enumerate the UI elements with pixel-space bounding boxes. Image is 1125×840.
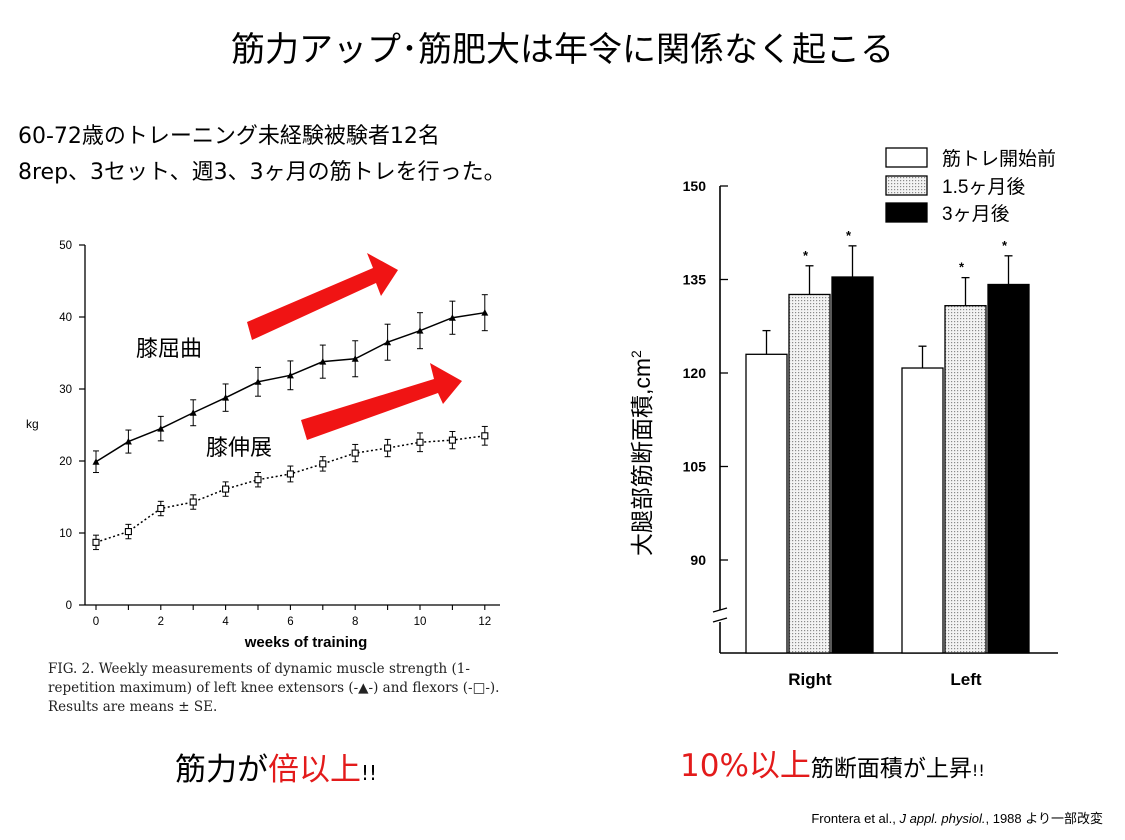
citation: Frontera et al., J appl. physiol., 1988 … xyxy=(811,808,1103,827)
legend-swatch-2 xyxy=(885,175,928,196)
category-label-right: Right xyxy=(788,670,832,689)
significance-star: * xyxy=(959,260,965,275)
data-point-square xyxy=(319,460,327,468)
data-point-square xyxy=(157,504,165,513)
x-tick-label: 6 xyxy=(287,616,293,628)
bar-right-1 xyxy=(745,353,788,654)
significance-star: * xyxy=(803,248,809,263)
y-tick-label: 50 xyxy=(59,240,72,252)
data-point-square xyxy=(124,528,132,536)
legend-label-3: 3ヶ月後 xyxy=(942,203,1010,225)
y-tick-label: 150 xyxy=(683,178,707,194)
y-tick-label: 40 xyxy=(59,312,72,324)
data-point-square xyxy=(286,470,294,478)
conclusion-size-text: 筋断面積が上昇 xyxy=(810,756,972,782)
red-arrow-flexion xyxy=(247,253,398,340)
y-tick-label: 0 xyxy=(66,600,72,612)
bar-right-2 xyxy=(788,293,831,654)
data-point-square xyxy=(416,438,424,446)
data-point-triangle xyxy=(222,394,230,401)
x-tick-label: 12 xyxy=(478,616,491,628)
data-point-square xyxy=(92,538,100,546)
bar-right-3 xyxy=(831,276,874,654)
x-tick-label: 8 xyxy=(352,616,358,628)
data-point-square xyxy=(222,485,230,493)
data-point-square xyxy=(448,436,456,444)
legend-swatch-3 xyxy=(885,202,928,223)
cross-section-bar-chart: 90 105 120 135 150 大腿部筋断面積,cm2 * * Right * * Left 筋ト… xyxy=(628,147,1058,689)
x-axis-label: weeks of training xyxy=(244,634,368,651)
data-point-triangle xyxy=(157,425,165,432)
y-tick-label: 30 xyxy=(59,384,72,396)
conclusion-size-highlight: 10%以上 xyxy=(680,748,811,784)
bar-left-1 xyxy=(901,367,944,654)
axis-break-mark xyxy=(712,607,728,613)
y-axis-title: 大腿部筋断面積,cm2 xyxy=(628,350,655,556)
data-point-triangle xyxy=(124,438,132,445)
conclusion-strength-highlight: 倍以上 xyxy=(268,752,361,788)
strength-line-chart: 0 10 20 30 40 50 0 2 4 6 8 10 12 weeks of training kg 膝… xyxy=(26,240,500,651)
y-axis-label: kg xyxy=(26,417,39,431)
slide-title: 筋力アップ･筋肥大は年令に関係なく起こる xyxy=(231,30,894,70)
category-label-left: Left xyxy=(950,670,982,689)
data-point-triangle xyxy=(92,458,100,465)
conclusion-size-exclaim: !! xyxy=(971,761,985,780)
bar-left-2 xyxy=(944,305,987,654)
data-point-triangle xyxy=(286,371,294,379)
series-label-flexion: 膝屈曲 xyxy=(136,336,202,361)
citation-authors: Frontera et al., xyxy=(811,811,900,826)
series-line-2 xyxy=(95,435,485,544)
conclusion-size: 10%以上筋断面積が上昇!! xyxy=(680,740,985,785)
conclusion-strength: 筋力が倍以上!! xyxy=(175,744,377,789)
data-point-square xyxy=(384,444,392,452)
data-point-triangle xyxy=(319,358,327,365)
intro-protocol: 8rep、3セット、週3、3ヶ月の筋トレを行った。 xyxy=(18,160,506,185)
data-point-square xyxy=(351,449,359,457)
axis-break-mark xyxy=(712,617,728,623)
data-point-square xyxy=(481,432,489,440)
red-arrow-extension xyxy=(301,363,462,440)
y-tick-label: 120 xyxy=(683,365,707,381)
x-tick-label: 4 xyxy=(222,616,229,628)
data-point-triangle xyxy=(384,338,392,346)
data-point-square xyxy=(254,476,262,484)
citation-rest: , 1988 より一部改変 xyxy=(985,811,1104,826)
legend-label-2: 1.5ヶ月後 xyxy=(942,176,1025,198)
legend-swatch-1 xyxy=(885,147,928,168)
x-tick-label: 10 xyxy=(414,616,427,628)
series-label-extension: 膝伸展 xyxy=(206,435,272,460)
x-tick-label: 2 xyxy=(158,616,164,628)
y-tick-label: 135 xyxy=(683,272,707,288)
data-point-triangle xyxy=(189,409,197,416)
data-point-square xyxy=(189,498,197,506)
conclusion-strength-exclaim: !! xyxy=(361,761,378,785)
data-point-triangle xyxy=(351,355,359,362)
conclusion-strength-prefix: 筋力が xyxy=(175,752,268,788)
citation-journal: J appl. physiol. xyxy=(899,811,986,826)
x-tick-label: 0 xyxy=(93,616,99,628)
data-point-triangle xyxy=(254,378,262,385)
figure-caption: FIG. 2. Weekly measurements of dynamic m… xyxy=(48,661,500,715)
legend-label-1: 筋トレ開始前 xyxy=(942,148,1056,170)
y-tick-label: 20 xyxy=(59,456,72,468)
y-tick-label: 105 xyxy=(683,459,707,475)
data-point-triangle xyxy=(481,309,489,316)
data-point-triangle xyxy=(448,314,456,321)
intro-subjects: 60-72歳のトレーニング未経験被験者12名 xyxy=(18,124,440,149)
significance-star: * xyxy=(846,228,852,243)
y-tick-label: 10 xyxy=(59,528,72,540)
bar-left-3 xyxy=(987,283,1030,654)
significance-star: * xyxy=(1002,238,1008,253)
data-point-triangle xyxy=(416,327,424,334)
y-tick-label: 90 xyxy=(690,552,706,568)
